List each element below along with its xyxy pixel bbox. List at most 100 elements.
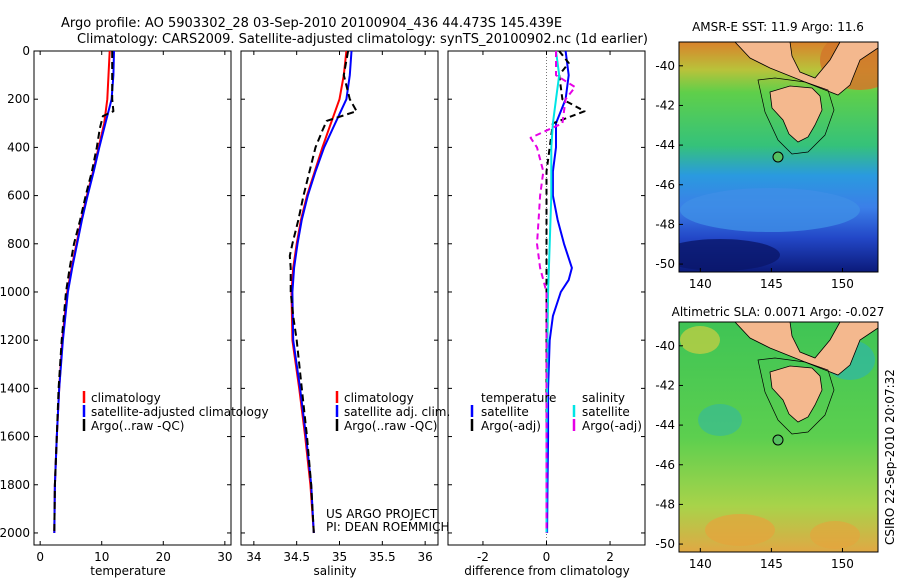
legend-label: satellite-adjusted climatology: [91, 405, 269, 419]
map-y-tick-label: -48: [655, 497, 675, 511]
y-tick-label: 400: [7, 140, 30, 154]
sla-heatmap: [679, 322, 878, 552]
legend-title-salinity: salinity: [582, 391, 625, 405]
figure-title-line2: Climatology: CARS2009. Satellite-adjuste…: [77, 32, 648, 47]
map-y-tick-label: -40: [655, 339, 675, 353]
salinity-line-argo-raw-qc-: [288, 50, 358, 534]
map-y-tick-label: -50: [655, 537, 675, 551]
side-timestamp-label: CSIRO 22-Sep-2010 20:07:32: [883, 369, 897, 545]
y-tick-label: 600: [7, 189, 30, 203]
difference-line-salinity-satellite: [545, 50, 561, 533]
x-tick-label: 30: [217, 550, 232, 564]
map-x-tick-label: 150: [831, 277, 854, 291]
salinity-plot-frame: [240, 50, 439, 546]
y-tick-label: 0: [22, 44, 30, 58]
map-y-tick-label: -48: [655, 217, 675, 231]
legend-label: satellite: [582, 405, 630, 419]
sla-map-title: Altimetric SLA: 0.0071 Argo: -0.027: [672, 305, 885, 319]
sla-orange-patch: [810, 521, 860, 549]
sla-mainland: [734, 322, 878, 376]
y-tick-label: 1000: [0, 285, 30, 299]
x-tick-label: 20: [156, 550, 171, 564]
sla-tasmania: [769, 365, 823, 423]
map-y-tick-label: -44: [655, 138, 675, 152]
temperature-xlabel: temperature: [90, 564, 165, 578]
y-tick-label: 1800: [0, 478, 30, 492]
x-tick-label: 34.5: [283, 550, 310, 564]
y-tick-label: 800: [7, 237, 30, 251]
figure-title-line1: Argo profile: AO 5903302_28 03-Sep-2010 …: [61, 16, 562, 31]
sla-orange-patch: [705, 514, 775, 546]
axis-ticks: 0 10 20 30020040060080010001200140016001800…: [0, 44, 645, 564]
temperature-series: [53, 50, 115, 534]
map-y-tick-label: -40: [655, 59, 675, 73]
legend-label: climatology: [91, 391, 161, 405]
legend-title-temperature: temperature: [481, 391, 556, 405]
map-x-tick-label: 145: [760, 557, 783, 571]
project-line2: PI: DEAN ROEMMICH: [326, 520, 449, 534]
legend-label: Argo(-adj): [481, 419, 541, 433]
temperature-line-satellite-adjusted-climatology: [53, 50, 115, 534]
legend-label: Argo(..raw -QC): [91, 419, 184, 433]
sla-argo-marker: [772, 434, 784, 446]
y-tick-label: 1600: [0, 430, 30, 444]
x-tick-label: 34: [246, 550, 261, 564]
difference-series: [529, 50, 586, 534]
sst-map-title: AMSR-E SST: 11.9 Argo: 11.6: [692, 20, 864, 34]
map-x-tick-label: 145: [760, 277, 783, 291]
difference-line-salinity-argo-adj-: [529, 51, 577, 533]
salinity-xlabel: salinity: [313, 564, 356, 578]
sla-yellow-patch: [680, 326, 720, 354]
sst-deep-cold-patch: [679, 239, 780, 271]
x-tick-label: 36: [418, 550, 433, 564]
difference-line-temperature-satellite: [546, 50, 573, 534]
sst-argo-marker: [772, 151, 784, 163]
x-tick-label: 35: [332, 550, 347, 564]
sst-map-frame: [678, 41, 879, 273]
sst-tasmania: [769, 85, 823, 143]
map-y-tick-label: -44: [655, 418, 675, 432]
sst-contour: [757, 77, 835, 155]
map-x-tick-label: 150: [831, 557, 854, 571]
y-tick-label: 1200: [0, 333, 30, 347]
temperature-line-argo-raw-qc-: [53, 51, 115, 534]
legend-label: Argo(..raw -QC): [344, 419, 437, 433]
project-line1: US ARGO PROJECT: [326, 507, 438, 521]
difference-legend: temperature salinity satellite Argo(-adj…: [470, 391, 642, 433]
map-x-tick-label: 140: [689, 557, 712, 571]
y-tick-label: 2000: [0, 526, 30, 540]
salinity-legend: climatology satellite adj. clim. Argo(..…: [335, 391, 450, 433]
sla-blue-patch: [698, 404, 742, 436]
x-tick-label: 0: [36, 550, 44, 564]
salinity-line-satellite-adj-clim-: [291, 50, 353, 534]
legend-label: satellite adj. clim.: [344, 405, 450, 419]
legend-label: satellite: [481, 405, 529, 419]
sst-heatmap: [679, 42, 878, 272]
temperature-plot-frame: [33, 50, 232, 546]
sst-cold-patch: [680, 188, 860, 232]
map-y-tick-label: -42: [655, 98, 675, 112]
temperature-legend: climatology satellite-adjusted climatolo…: [82, 391, 269, 433]
y-tick-label: 1400: [0, 381, 30, 395]
legend-label: climatology: [344, 391, 414, 405]
sla-contour: [757, 357, 835, 435]
map-y-tick-label: -46: [655, 178, 675, 192]
sla-map-frame: [678, 321, 879, 553]
map-y-tick-label: -46: [655, 458, 675, 472]
x-tick-label: 10: [94, 550, 109, 564]
x-tick-label: 2: [606, 550, 614, 564]
x-tick-label: -2: [477, 550, 489, 564]
map-y-tick-label: -42: [655, 378, 675, 392]
salinity-line-climatology: [290, 50, 348, 534]
map-x-tick-label: 140: [689, 277, 712, 291]
map-y-tick-label: -50: [655, 257, 675, 271]
legend-label: Argo(-adj): [582, 419, 642, 433]
x-tick-label: 0: [543, 550, 551, 564]
sst-mainland: [734, 42, 878, 96]
salinity-series: [288, 50, 358, 534]
y-tick-label: 200: [7, 92, 30, 106]
map-axis-ticks: 140 145 150 -40 -42 -44 -46 -48 -50 140 145 150 -40 -…: [655, 59, 854, 571]
difference-xlabel: difference from climatology: [464, 564, 630, 578]
x-tick-label: 35.5: [369, 550, 396, 564]
